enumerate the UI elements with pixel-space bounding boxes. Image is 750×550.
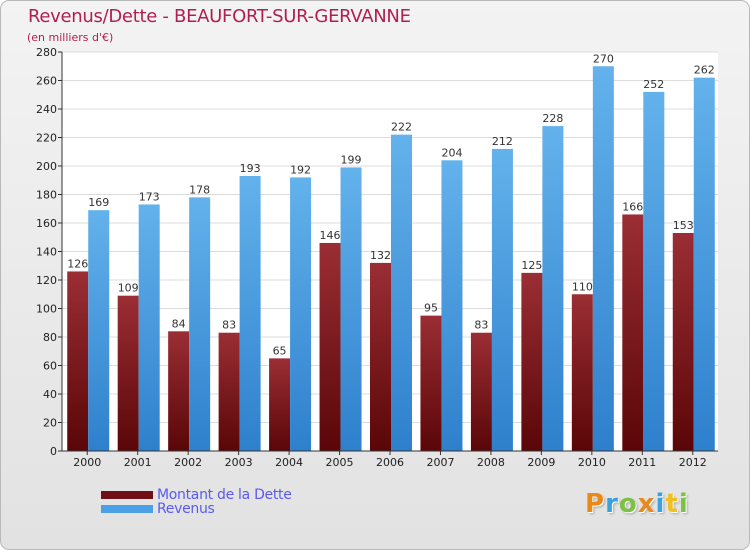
value-label-dette: 65 <box>273 344 287 357</box>
bar-revenus <box>189 197 211 451</box>
x-tick-label: 2000 <box>73 456 101 469</box>
x-tick-label: 2009 <box>527 456 555 469</box>
legend-swatch-revenus <box>101 505 153 513</box>
value-label-dette: 95 <box>424 302 438 315</box>
bar-revenus <box>391 134 412 451</box>
y-tick-label: 140 <box>36 246 57 259</box>
value-label-revenus: 178 <box>189 183 210 196</box>
legend-swatch-dette <box>101 491 153 499</box>
value-label-dette: 153 <box>673 219 694 232</box>
bar-revenus <box>290 177 312 451</box>
value-label-dette: 125 <box>521 259 542 272</box>
y-tick-label: 80 <box>43 331 57 344</box>
value-label-dette: 132 <box>370 249 391 262</box>
value-label-dette: 83 <box>474 319 488 332</box>
logo-letter: i <box>678 489 689 519</box>
y-tick-label: 240 <box>36 103 57 116</box>
bar-revenus <box>138 204 160 451</box>
x-tick-label: 2003 <box>225 456 253 469</box>
bar-dette <box>67 271 89 451</box>
bar-revenus <box>643 91 665 452</box>
value-label-revenus: 270 <box>593 52 614 65</box>
bar-dette <box>370 262 391 451</box>
x-tick-label: 2010 <box>578 456 606 469</box>
y-tick-label: 100 <box>36 303 57 316</box>
value-label-revenus: 262 <box>694 64 715 77</box>
value-label-dette: 83 <box>222 319 236 332</box>
y-tick-label: 280 <box>36 46 57 59</box>
x-tick-label: 2002 <box>174 456 202 469</box>
bar-revenus <box>340 167 362 452</box>
bar-dette <box>168 331 190 451</box>
value-label-revenus: 173 <box>139 190 160 203</box>
y-tick-label: 200 <box>36 160 57 173</box>
y-tick-label: 120 <box>36 274 57 287</box>
y-tick-label: 60 <box>43 360 57 373</box>
bar-dette <box>521 272 543 451</box>
x-tick-label: 2004 <box>275 456 303 469</box>
value-label-dette: 110 <box>572 280 593 293</box>
y-tick-label: 40 <box>43 388 57 401</box>
legend-label-revenus: Revenus <box>157 501 215 517</box>
proxiti-logo: Proxiti <box>585 489 689 519</box>
value-label-revenus: 222 <box>391 121 412 134</box>
logo-letter: t <box>665 489 679 519</box>
bar-revenus <box>542 126 564 451</box>
bar-revenus <box>441 160 463 452</box>
x-tick-label: 2012 <box>679 456 707 469</box>
logo-letter: o <box>618 489 638 519</box>
y-tick-label: 260 <box>36 75 57 88</box>
value-label-revenus: 252 <box>643 78 664 91</box>
value-label-revenus: 193 <box>240 162 261 175</box>
value-label-dette: 126 <box>67 257 88 270</box>
logo-letter: i <box>655 489 666 519</box>
logo-letter: P <box>585 489 606 519</box>
bar-revenus <box>693 77 715 452</box>
bar-revenus <box>88 210 110 451</box>
bar-dette <box>571 294 593 451</box>
bar-dette <box>319 242 341 451</box>
bar-dette <box>218 332 240 451</box>
chart-title: Revenus/Dette - BEAUFORT-SUR-GERVANNE <box>28 6 411 27</box>
value-label-dette: 109 <box>118 282 139 295</box>
y-tick-label: 220 <box>36 132 57 145</box>
value-label-revenus: 192 <box>290 163 311 176</box>
bar-dette <box>672 232 694 451</box>
y-tick-label: 160 <box>36 217 57 230</box>
x-tick-label: 2001 <box>124 456 152 469</box>
y-tick-label: 20 <box>43 417 57 430</box>
x-tick-label: 2008 <box>477 456 505 469</box>
value-label-revenus: 204 <box>441 146 462 159</box>
x-tick-label: 2007 <box>426 456 454 469</box>
value-label-revenus: 199 <box>341 153 362 166</box>
bar-dette <box>622 214 644 451</box>
bar-dette <box>269 358 291 451</box>
bar-revenus <box>491 148 513 451</box>
value-label-dette: 166 <box>622 200 643 213</box>
value-label-dette: 146 <box>320 229 341 242</box>
x-tick-label: 2011 <box>628 456 656 469</box>
bar-revenus <box>239 175 261 451</box>
bar-dette <box>470 332 492 451</box>
bar-dette <box>420 315 442 451</box>
value-label-revenus: 228 <box>542 112 563 125</box>
bar-revenus <box>592 66 614 451</box>
bar-dette <box>117 295 139 451</box>
chart-subtitle: (en milliers d'€) <box>27 31 114 44</box>
logo-letter: r <box>605 489 619 519</box>
logo-letter: x <box>637 489 656 519</box>
value-label-revenus: 212 <box>492 135 513 148</box>
y-tick-label: 180 <box>36 189 57 202</box>
x-tick-label: 2005 <box>326 456 354 469</box>
value-label-revenus: 169 <box>88 196 109 209</box>
legend-label-dette: Montant de la Dette <box>157 487 292 503</box>
y-tick-label: 0 <box>50 445 57 458</box>
value-label-dette: 84 <box>172 317 186 330</box>
x-tick-label: 2006 <box>376 456 404 469</box>
